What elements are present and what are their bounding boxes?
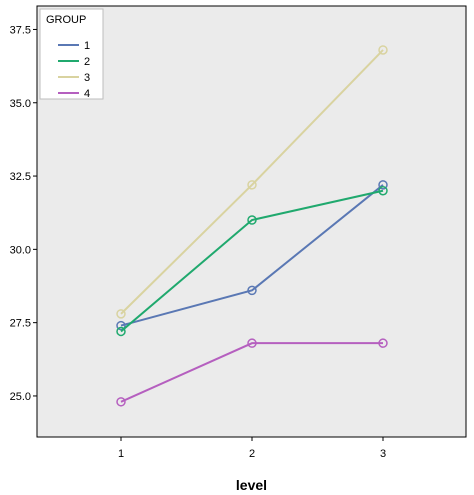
y-tick-label: 35.0 (10, 98, 31, 110)
data-point (378, 180, 388, 190)
y-tick-label: 32.5 (10, 171, 31, 183)
data-point (116, 397, 126, 407)
data-point (247, 215, 257, 225)
series-line (120, 342, 383, 403)
data-point (116, 309, 126, 319)
data-point (378, 45, 388, 55)
legend-title: GROUP (46, 14, 86, 26)
data-point (247, 180, 257, 190)
legend-entry-label: 3 (84, 72, 90, 84)
data-point (247, 285, 257, 296)
legend-box (39, 8, 104, 100)
y-tick-label: 37.5 (10, 24, 31, 36)
y-tick-label: 30.0 (10, 244, 31, 256)
y-tick-label: 27.5 (10, 318, 31, 330)
x-axis-title: level (236, 477, 267, 493)
y-tick-label: 25.0 (10, 391, 31, 403)
series-1 (116, 180, 388, 331)
legend-entry-label: 1 (84, 40, 90, 52)
series-line (120, 189, 384, 333)
data-point (378, 338, 388, 348)
legend: GROUP 1 2 3 4 (39, 8, 104, 100)
series-4 (116, 338, 388, 407)
data-point (116, 326, 126, 337)
series-layer (116, 45, 388, 407)
data-point (247, 338, 257, 348)
data-point (378, 185, 388, 196)
series-line (120, 49, 384, 315)
legend-entry-label: 2 (84, 56, 90, 68)
x-tick-label: 1 (118, 448, 124, 460)
data-point (116, 320, 126, 331)
y-axis: 25.0 27.5 30.0 32.5 35.0 37.5 (10, 24, 37, 403)
x-tick-label: 2 (249, 448, 255, 460)
series-3 (116, 45, 388, 319)
x-tick-label: 3 (380, 448, 386, 460)
series-2 (116, 185, 388, 337)
x-axis: 1 2 3 (118, 437, 386, 460)
series-line (120, 184, 384, 327)
legend-entry-label: 4 (84, 88, 90, 100)
